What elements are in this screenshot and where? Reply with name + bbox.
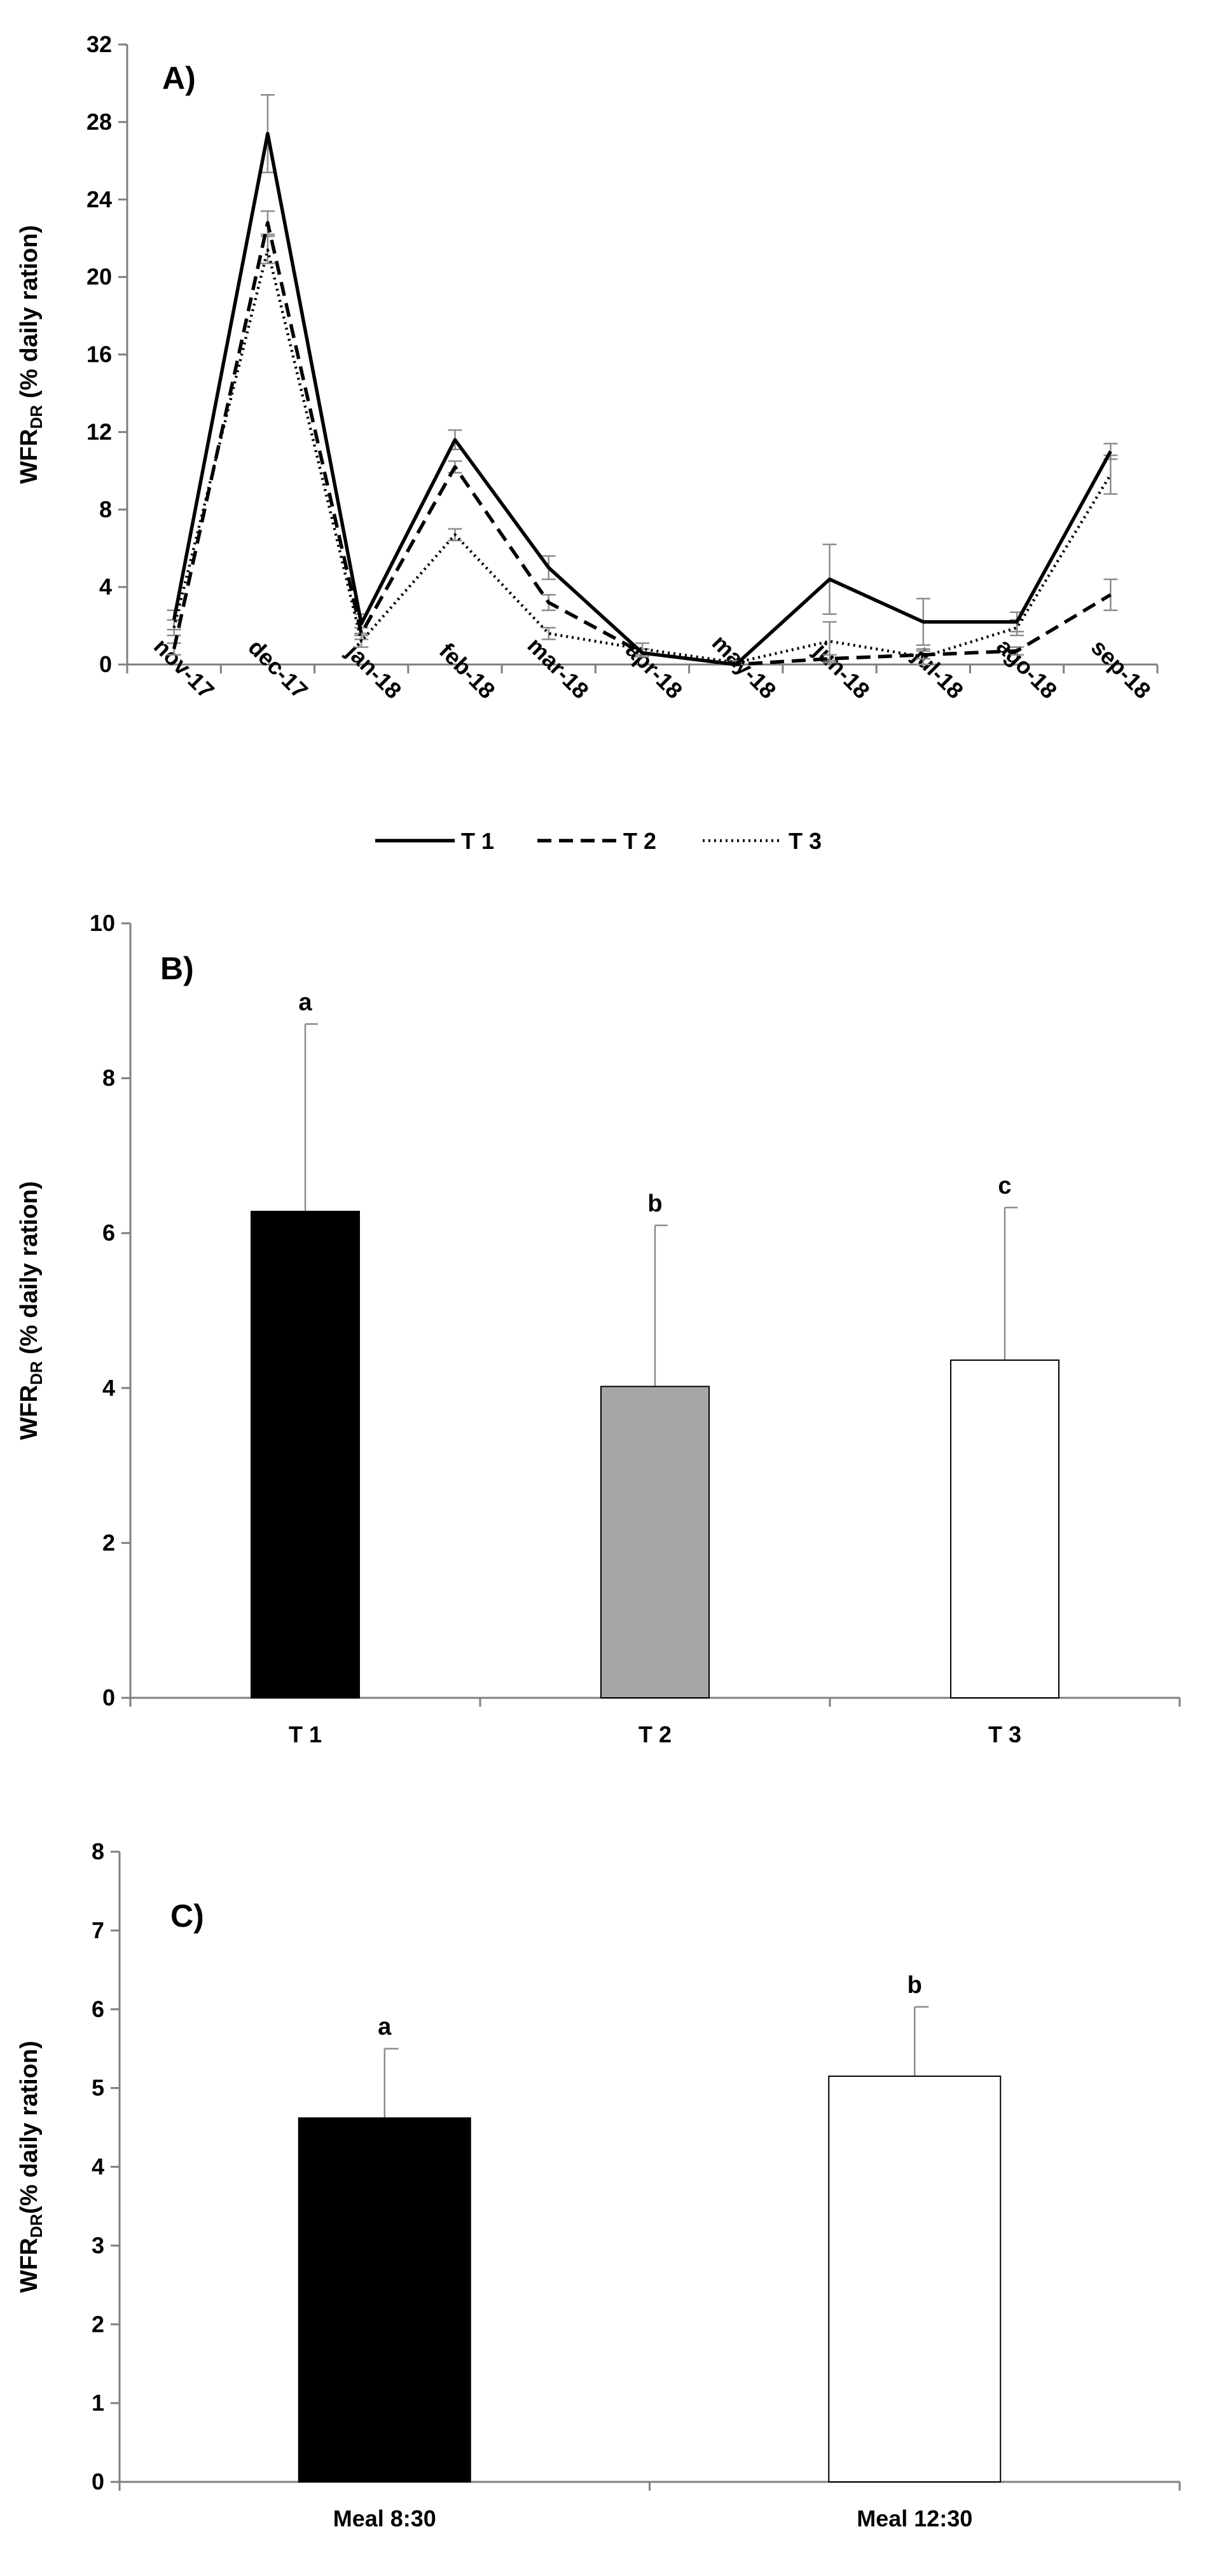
y-tick-label: 16 [86, 341, 112, 368]
significance-letter: a [378, 2014, 392, 2041]
x-tick-label: Meal 8:30 [333, 2505, 436, 2531]
y-axis-label: WFRDR(% daily ration) [16, 2041, 46, 2292]
panel-b-bar-chart: WFRDR (% daily ration) 0 2 4 6 8 10 a T 1 b T 2 c T … [16, 910, 1181, 1747]
y-tick-label: 8 [102, 1065, 115, 1091]
x-tick-label: T 2 [638, 1721, 672, 1747]
panel-c-bar-chart: WFRDR(% daily ration) 0 1 2 3 4 5 6 7 8 a Meal 8:30… [16, 1838, 1181, 2531]
y-tick-label: 2 [102, 1529, 115, 1555]
panel-title: C) [170, 1898, 204, 1934]
y-tick-label: 0 [99, 651, 112, 677]
y-tick-label: 6 [92, 1996, 104, 2022]
y-tick-label: 8 [92, 1838, 104, 1864]
y-tick-label: 4 [92, 2154, 104, 2180]
legend-label: T 3 [789, 828, 822, 854]
y-tick-label: 20 [86, 264, 112, 290]
x-tick-label: T 3 [988, 1721, 1021, 1747]
y-axis-label: WFRDR (% daily ration) [16, 225, 46, 484]
bar [828, 2076, 1002, 2483]
y-tick-label: 28 [86, 109, 112, 135]
y-tick-label: 6 [102, 1220, 115, 1246]
bar [950, 1359, 1059, 1698]
y-tick-label: 32 [86, 31, 112, 57]
y-axis-label: WFRDR (% daily ration) [16, 1181, 46, 1440]
panel-title: B) [160, 951, 194, 986]
x-tick-label: T 1 [289, 1721, 322, 1747]
x-tick-label: dec-17 [244, 634, 314, 704]
panel-a-line-chart: WFRDR (% daily ration) 0 4 8 12 16 20 24 28 32 nov… [16, 31, 1159, 854]
y-tick-label: 4 [102, 1375, 115, 1401]
significance-letter: c [998, 1173, 1011, 1199]
x-tick-label: may-18 [707, 630, 782, 704]
y-tick-label: 3 [92, 2232, 104, 2258]
y-tick-label: 1 [92, 2390, 104, 2416]
bar [251, 1211, 360, 1698]
significance-letter: a [298, 989, 312, 1016]
series-line-t2 [172, 221, 1112, 666]
y-tick-label: 0 [92, 2469, 104, 2495]
legend-label: T 1 [461, 828, 494, 854]
x-tick-label: ago-18 [991, 633, 1062, 704]
bar [600, 1386, 710, 1698]
legend-label: T 2 [623, 828, 656, 854]
x-tick-label: Meal 12:30 [857, 2505, 972, 2531]
y-tick-label: 0 [102, 1684, 115, 1711]
y-tick-label: 24 [86, 186, 112, 212]
y-tick-label: 12 [86, 418, 112, 444]
y-tick-label: 5 [92, 2075, 104, 2101]
y-tick-label: 8 [99, 496, 112, 522]
x-tick-label: feb-18 [434, 638, 500, 704]
series-line-t3 [172, 248, 1112, 665]
series-line-t1 [172, 132, 1112, 666]
x-tick-label: nov-17 [149, 633, 219, 704]
x-tick-label: jan-18 [341, 638, 406, 703]
y-tick-label: 7 [92, 1917, 104, 1943]
y-tick-label: 2 [92, 2311, 104, 2337]
x-tick-label: mar-18 [523, 632, 594, 703]
significance-letter: b [647, 1190, 662, 1217]
significance-letter: b [907, 1972, 922, 1999]
bar [298, 2117, 471, 2483]
x-tick-label: sep-18 [1086, 634, 1156, 704]
y-tick-label: 4 [99, 574, 112, 600]
panel-title: A) [162, 60, 196, 96]
y-tick-label: 10 [90, 910, 115, 936]
